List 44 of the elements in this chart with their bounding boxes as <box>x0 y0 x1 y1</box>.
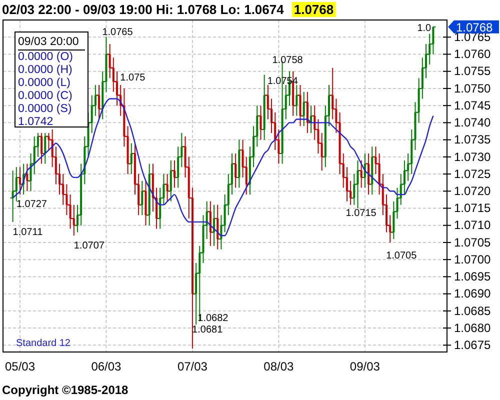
y-tick-label: 1.0720 <box>454 184 492 198</box>
annotation: 0.0000 (H) <box>18 64 73 76</box>
annotation: 1.0758 <box>272 55 304 66</box>
y-tick-label: 1.0705 <box>454 235 492 250</box>
x-tick-label: 08/03 <box>264 360 294 374</box>
text: Standard 12 <box>16 338 71 349</box>
chart-subtitle: 1.0768 <box>294 2 334 17</box>
annotation: 1.0715 <box>346 208 377 220</box>
annotation: 0.0000 (L) <box>18 77 71 89</box>
annotation: 1.0707 <box>74 240 105 252</box>
y-tick-label: 1.0750 <box>454 81 492 96</box>
y-tick-label: 1.0760 <box>454 47 492 62</box>
y-tick-label: 1.0710 <box>454 218 492 232</box>
annotation: 0.0000 (C) <box>18 90 73 102</box>
chart-title: 02/03 22:00 - 09/03 19:00 Hi: 1.0768 Lo: 1.0674 <box>2 2 285 17</box>
annotation: 1.0 <box>417 22 432 34</box>
text: Copyright ©1985-2018 <box>2 383 129 397</box>
y-tick-label: 1.0755 <box>454 64 492 78</box>
annotation: 1.0711 <box>12 226 44 238</box>
annotation: 1.0705 <box>386 250 418 262</box>
y-tick-label: 1.0680 <box>454 320 492 335</box>
y-tick-label: 1.0690 <box>454 286 492 301</box>
y-tick-label: 1.0675 <box>454 338 492 352</box>
x-tick-label: 06/03 <box>91 360 122 374</box>
annotation: 1.0765 <box>102 27 134 38</box>
annotation: 0.0000 (S) <box>18 103 72 115</box>
annotation: 1.0727 <box>16 199 48 210</box>
y-tick-label: 1.0700 <box>454 252 492 266</box>
x-tick-label: 07/03 <box>177 360 208 374</box>
y-tick-label: 1.0725 <box>454 166 492 181</box>
annotation: 1.0742 <box>18 116 54 128</box>
y-tick-label: 1.0685 <box>454 304 492 318</box>
annotation: 1.075 <box>120 72 146 84</box>
y-tick-label: 1.0735 <box>454 132 492 147</box>
y-tick-label: 1.0745 <box>454 98 492 112</box>
y-tick-label: 1.0740 <box>454 116 492 130</box>
x-tick-label: 05/03 <box>4 360 36 374</box>
text: 1.0768 <box>456 20 494 34</box>
annotation: 09/03 20:00 <box>18 36 79 48</box>
y-tick-label: 1.0730 <box>454 150 492 164</box>
x-tick-label: 09/03 <box>350 360 380 374</box>
y-tick-label: 1.0695 <box>454 270 492 284</box>
annotation: 0.0000 (O) <box>18 51 74 63</box>
y-tick-label: 1.0715 <box>454 201 492 216</box>
